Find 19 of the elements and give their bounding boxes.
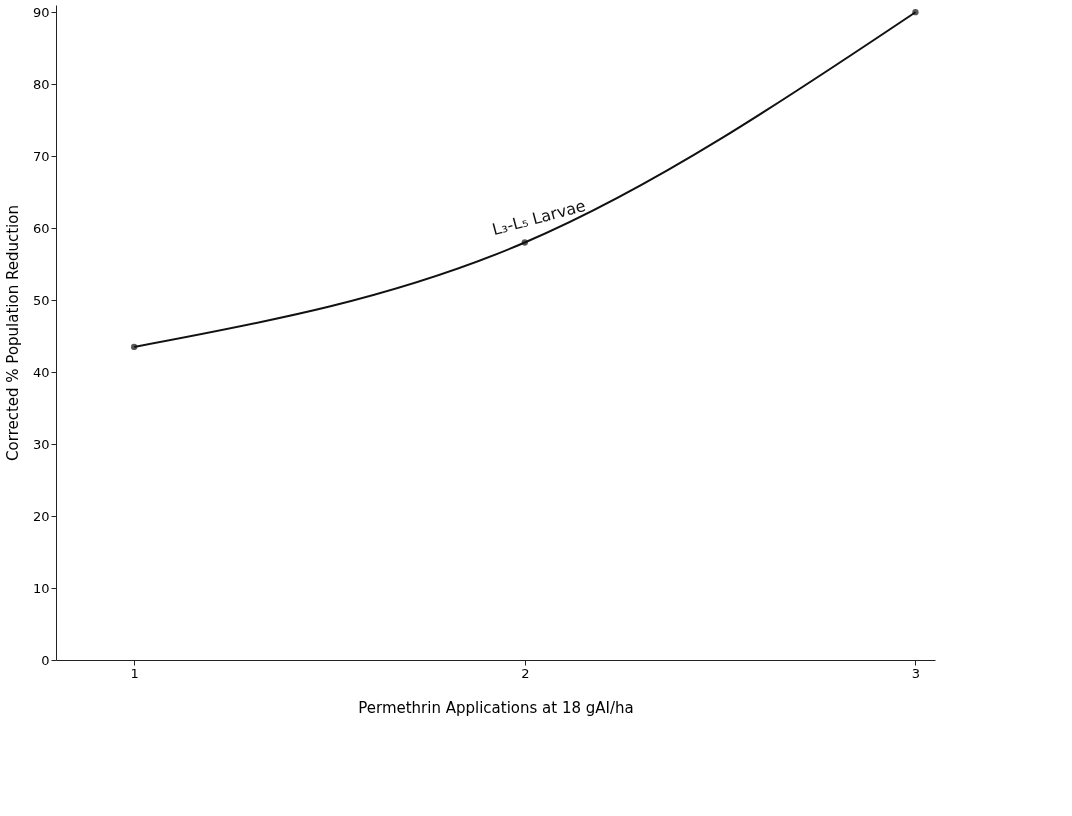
y-tick-label: 10: [32, 580, 50, 596]
point: [521, 239, 528, 246]
y-tick-label: 30: [32, 436, 50, 452]
y-tick-label: 70: [32, 148, 50, 164]
y-axis-title: Corrected % Population Reduction: [3, 205, 22, 461]
y-tick-label: 80: [32, 76, 50, 92]
text: L₃-L₅ Larvae: [490, 195, 588, 240]
y-tick-label: 0: [41, 652, 50, 668]
x-tick-label: 3: [911, 665, 921, 681]
y-tick-label: 20: [32, 508, 50, 524]
y-tick-label: 50: [32, 292, 50, 308]
x-tick-label: 1: [130, 665, 139, 681]
point: [130, 343, 138, 351]
y-tick-label: 40: [32, 364, 50, 380]
y-tick-label: 60: [32, 220, 50, 236]
point: [912, 9, 919, 16]
y-tick-label: 90: [32, 4, 50, 20]
x-tick-label: 2: [521, 665, 530, 681]
x-axis-title: Permethrin Applications at 18 gAI/ha: [358, 698, 634, 717]
